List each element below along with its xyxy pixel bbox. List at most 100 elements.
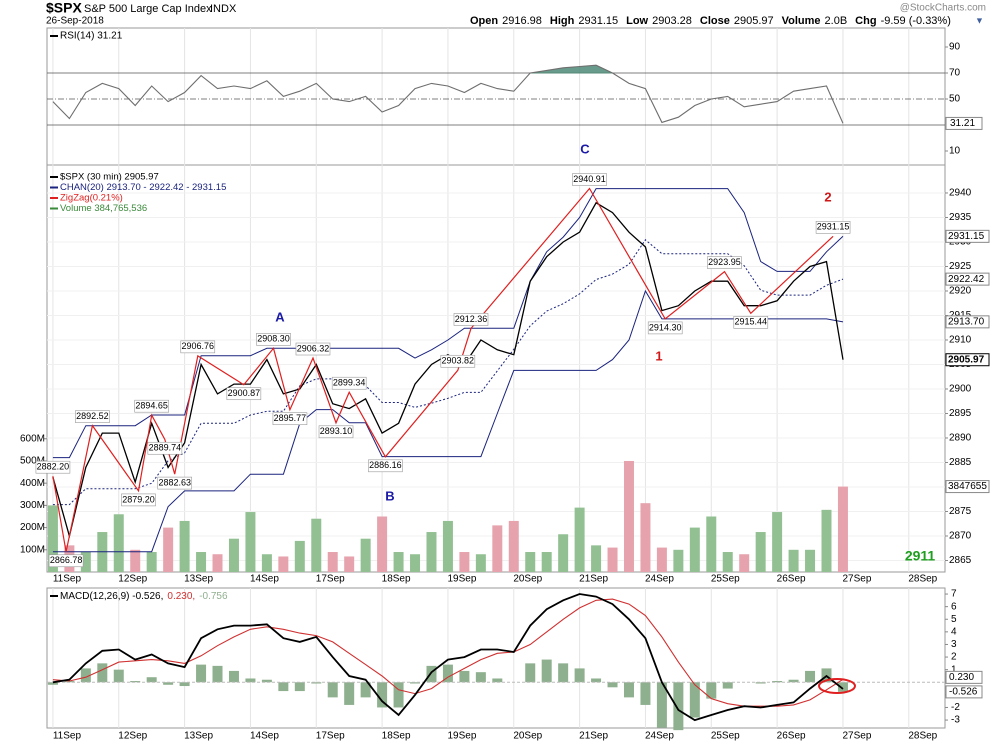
index-name: S&P 500 Large Cap Index — [84, 3, 212, 15]
zigzag-label: 2879.20 — [122, 494, 155, 504]
y-tick-label: 70 — [949, 68, 961, 79]
macd-histogram-bar — [492, 678, 503, 683]
target-label: 2911 — [905, 548, 936, 564]
macd-histogram-bar — [772, 680, 783, 683]
macd-tag — [945, 670, 983, 684]
macd-histogram-bar — [788, 679, 799, 683]
macd-histogram-bar — [113, 669, 124, 683]
wave-label: C — [580, 141, 590, 156]
volume-bar — [772, 512, 783, 572]
zigzag-label: 2900.87 — [228, 388, 261, 398]
macd-histogram-bar — [410, 682, 421, 684]
macd-histogram-bar — [294, 682, 305, 692]
zigzag-label: 2893.10 — [320, 426, 353, 436]
quote-value: 2905.97 — [734, 15, 774, 27]
x-tick-label: 20Sep — [513, 731, 542, 742]
macd-histogram-bar — [196, 664, 207, 683]
zigzag-label-box — [453, 313, 489, 326]
x-tick-label: 13Sep — [184, 731, 213, 742]
y-tick-label: 4 — [951, 626, 957, 637]
zigzag-label: 2923.95 — [708, 257, 741, 267]
macd-histogram-bar — [228, 670, 239, 683]
volume-bar — [558, 534, 569, 572]
volume-tag — [945, 480, 990, 494]
volume-bar — [525, 552, 536, 572]
volume-tick-label: 500M — [20, 456, 45, 467]
y-tick-label: 2 — [951, 652, 957, 663]
macd-histogram-bar — [311, 682, 322, 684]
zigzag-label-box — [48, 554, 84, 568]
volume-bar — [805, 549, 816, 572]
quote-value: 2903.28 — [652, 15, 692, 27]
zigzag-label: 2882.20 — [37, 462, 70, 472]
volume-tick-label: 400M — [20, 478, 45, 489]
volume-bar — [722, 552, 733, 572]
volume-tick-label: 600M — [20, 433, 45, 444]
dropdown-arrow[interactable]: ▼ — [975, 15, 984, 25]
volume-bar — [278, 556, 289, 572]
macd-histogram-bar — [755, 682, 766, 684]
volume-bar — [377, 516, 388, 572]
volume-bar — [640, 503, 651, 572]
macd-tag-label: -0.526 — [949, 687, 978, 698]
y-tick-label: 50 — [949, 94, 961, 105]
y-tick-label: -2 — [951, 702, 960, 713]
quote-value: 2931.15 — [578, 15, 618, 27]
macd-histogram-bar — [706, 682, 717, 699]
macd-histogram-bar — [212, 665, 223, 683]
y-tick-label: 90 — [949, 42, 961, 53]
legend-swatch — [50, 595, 58, 597]
wave-label: 1 — [655, 348, 662, 363]
volume-bar — [80, 552, 91, 572]
channel-lower — [52, 289, 844, 553]
x-tick-label: 13Sep — [184, 574, 213, 585]
y-tick-label: 1 — [951, 664, 957, 675]
y-tick-label: 2865 — [949, 555, 972, 566]
y-tick-label: 2890 — [949, 433, 972, 444]
x-tick-label: 27Sep — [842, 731, 871, 742]
legend-swatch — [50, 35, 58, 37]
x-tick-label: 24Sep — [645, 731, 674, 742]
zigzag-label-box — [368, 459, 403, 473]
macd-tag-label: 0.230 — [949, 672, 974, 683]
macd-histogram-bar — [47, 682, 58, 685]
x-tick-label: 19Sep — [447, 574, 476, 585]
volume-bar — [146, 552, 157, 572]
zigzag-label-box — [121, 493, 156, 507]
wave-label: A — [275, 309, 285, 324]
y-tick-label: 2920 — [949, 286, 972, 297]
volume-bar — [739, 554, 750, 572]
volume-bar — [706, 516, 717, 572]
macd-histogram-bar — [130, 680, 141, 683]
zigzag-label-box — [75, 410, 110, 423]
legend-swatch — [50, 197, 58, 199]
zigzag-label: 2886.16 — [369, 460, 402, 470]
price-tag-label: 2922.42 — [948, 274, 985, 285]
zigzag-label: 2915.44 — [735, 317, 768, 327]
volume-bar — [47, 505, 58, 572]
volume-bar — [541, 552, 552, 572]
volume-bar — [360, 538, 371, 572]
zigzag-label: 2914.30 — [649, 322, 682, 332]
volume-bar — [344, 556, 355, 572]
volume-bar — [179, 520, 190, 572]
legend-entry: CHAN(20) 2913.70 - 2922.42 - 2931.15 — [60, 182, 226, 193]
y-tick-label: 2940 — [949, 188, 972, 199]
macd-histogram-bar — [574, 668, 585, 683]
macd-legend: MACD(12,26,9) -0.526, 0.230, -0.756 — [60, 591, 228, 602]
macd-histogram-bar — [442, 664, 453, 683]
watermark: @StockCharts.com — [900, 3, 986, 14]
x-tick-label: 17Sep — [316, 731, 345, 742]
channel-upper — [52, 188, 844, 459]
rsi-legend: RSI(14) 31.21 — [60, 31, 123, 42]
x-tick-label: 18Sep — [382, 574, 411, 585]
x-tick-label: 28Sep — [908, 731, 937, 742]
zigzag-label: 2889.74 — [149, 443, 182, 453]
x-tick-label: 26Sep — [777, 731, 806, 742]
x-tick-label: 21Sep — [579, 731, 608, 742]
y-tick-label: 2875 — [949, 506, 972, 517]
macd-signal-line — [52, 598, 844, 707]
zigzag-label-box — [226, 387, 262, 401]
x-tick-label: 12Sep — [118, 574, 147, 585]
y-tick-label: 7 — [951, 589, 957, 600]
